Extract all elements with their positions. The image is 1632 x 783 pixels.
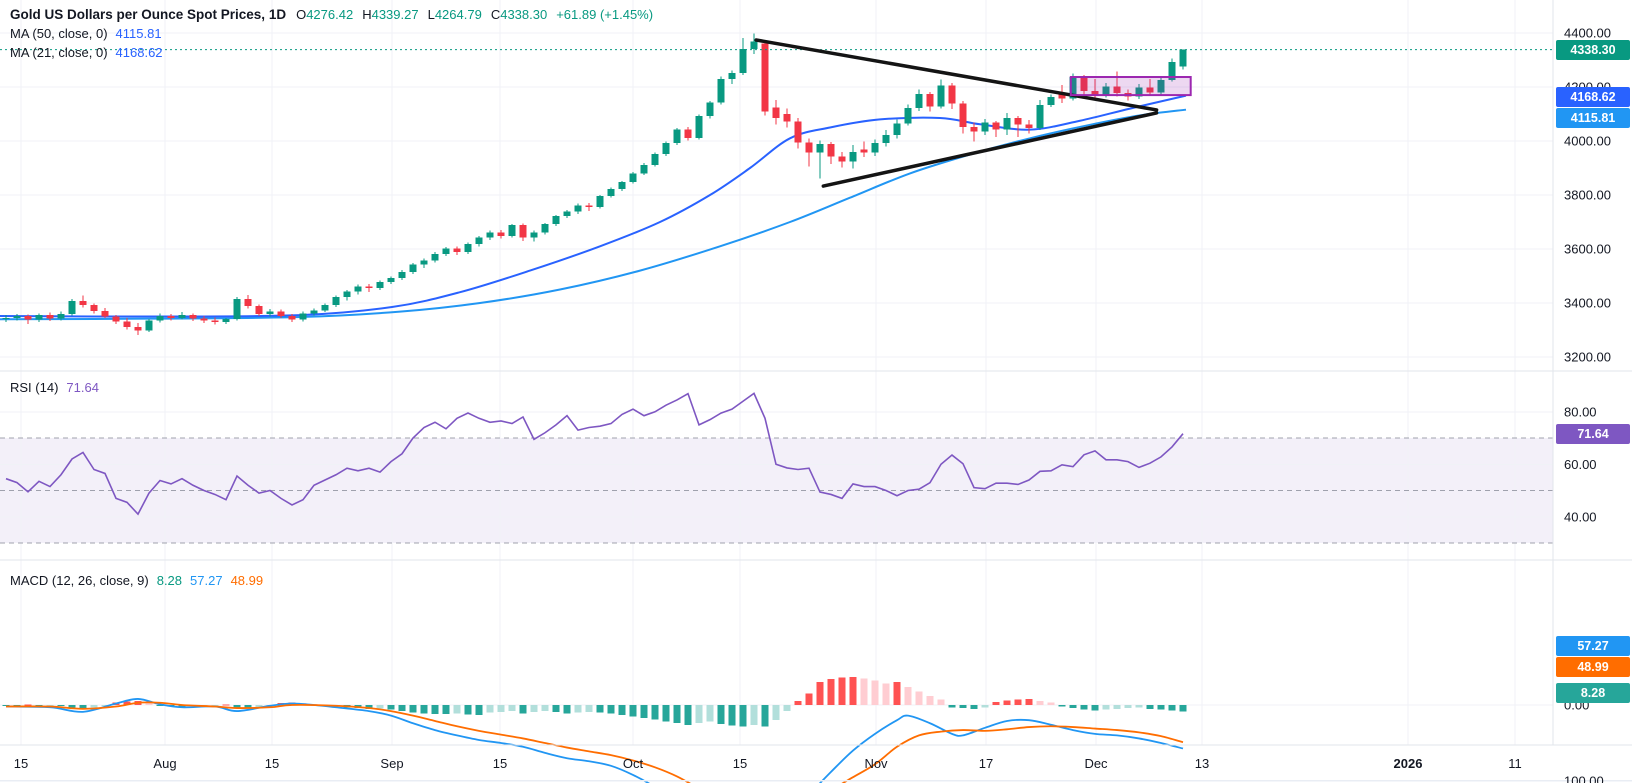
ohlc-close: C4338.30 [491,7,547,22]
svg-text:80.00: 80.00 [1564,404,1597,419]
macd-label: MACD (12, 26, close, 9) [10,573,149,588]
main-legend: Gold US Dollars per Ounce Spot Prices, 1… [10,5,662,62]
macd-legend: MACD (12, 26, close, 9) 8.28 57.27 48.99 [10,571,271,590]
rsi-line [5,392,1184,516]
open-value: 4276.42 [306,7,354,22]
svg-text:3400.00: 3400.00 [1564,296,1611,311]
trendline-upper[interactable] [754,38,1159,112]
symbol-legend-row: Gold US Dollars per Ounce Spot Prices, 1… [10,5,662,24]
macd-line-badge: 57.27 [1556,636,1630,656]
macd-axis-labels[interactable]: 100.000.00 [1564,698,1604,783]
panel-separators [0,0,1632,746]
svg-text:Dec: Dec [1084,756,1108,771]
ma50-price-badge: 4115.81 [1556,108,1630,128]
rsi-axis-labels[interactable]: 80.00 60.00 40.00 [1564,404,1597,524]
svg-text:15: 15 [14,756,28,771]
ohlc-low: L4264.79 [428,7,482,22]
svg-text:4400.00: 4400.00 [1564,26,1611,41]
symbol-title: Gold US Dollars per Ounce Spot Prices, 1… [10,7,287,22]
macd-signal-line [5,701,1184,783]
svg-text:15: 15 [493,756,507,771]
close-value: 4338.30 [500,7,548,22]
ma50-value: 4115.81 [115,26,162,41]
svg-text:Sep: Sep [380,756,403,771]
rsi-value: 71.64 [66,380,99,395]
open-label: O [296,7,307,22]
svg-text:40.00: 40.00 [1564,509,1597,524]
macd-line-value: 57.27 [190,573,223,588]
macd-hist-badge: 8.28 [1556,683,1630,703]
high-value: 4339.27 [371,7,419,22]
ma21-legend-row: MA (21, close, 0) 4168.62 [10,43,662,62]
close-label: C [490,7,501,22]
ma50-legend-row: MA (50, close, 0) 4115.81 [10,24,662,43]
change-value: +61.89 (+1.45%) [556,7,654,22]
rsi-value-badge: 71.64 [1556,424,1630,444]
ohlc-high: H4339.27 [362,7,418,22]
svg-text:2026: 2026 [1394,756,1423,771]
rsi-dashed-levels [0,437,1553,544]
candles [2,33,1187,335]
svg-text:11: 11 [1508,756,1522,771]
time-axis-labels[interactable]: 15 Aug 15 Sep 15 Oct 15 Nov 17 Dec 13 2026 11 [14,756,1522,771]
svg-text:3600.00: 3600.00 [1564,242,1611,257]
macd-line [5,698,1184,783]
macd-signal-value: 48.99 [230,573,264,588]
svg-text:17: 17 [979,756,993,771]
ma50-label: MA (50, close, 0) [10,26,108,41]
low-label: L [427,7,435,22]
svg-text:Aug: Aug [153,756,176,771]
bottom-edge [0,780,1632,782]
macd-hist-value: 8.28 [156,573,183,588]
rsi-legend: RSI (14) 71.64 [10,378,107,397]
ma50-line [0,108,1187,321]
ohlc-open: O4276.42 [296,7,353,22]
ma21-line [0,94,1187,318]
svg-text:3200.00: 3200.00 [1564,350,1611,365]
high-label: H [362,7,372,22]
svg-text:60.00: 60.00 [1564,457,1597,472]
svg-text:13: 13 [1195,756,1209,771]
svg-text:15: 15 [733,756,747,771]
macd-signal-badge: 48.99 [1556,657,1630,677]
svg-text:15: 15 [265,756,279,771]
ma21-label: MA (21, close, 0) [10,45,108,60]
svg-text:Oct: Oct [623,756,644,771]
svg-text:Nov: Nov [864,756,888,771]
trendline-lower[interactable] [821,111,1159,188]
last-price-badge: 4338.30 [1556,40,1630,60]
price-axis-labels[interactable]: 4400.004200.004000.003800.003600.003400.… [1564,26,1611,365]
rsi-label: RSI (14) [10,380,59,395]
macd-histogram [2,676,1187,727]
highlight-box[interactable] [1069,76,1192,97]
ma21-value: 4168.62 [115,45,163,60]
svg-text:3800.00: 3800.00 [1564,188,1611,203]
low-value: 4264.79 [434,7,482,22]
svg-text:4000.00: 4000.00 [1564,134,1611,149]
svg-text:100.00: 100.00 [1564,774,1604,783]
ma21-price-badge: 4168.62 [1556,87,1630,107]
